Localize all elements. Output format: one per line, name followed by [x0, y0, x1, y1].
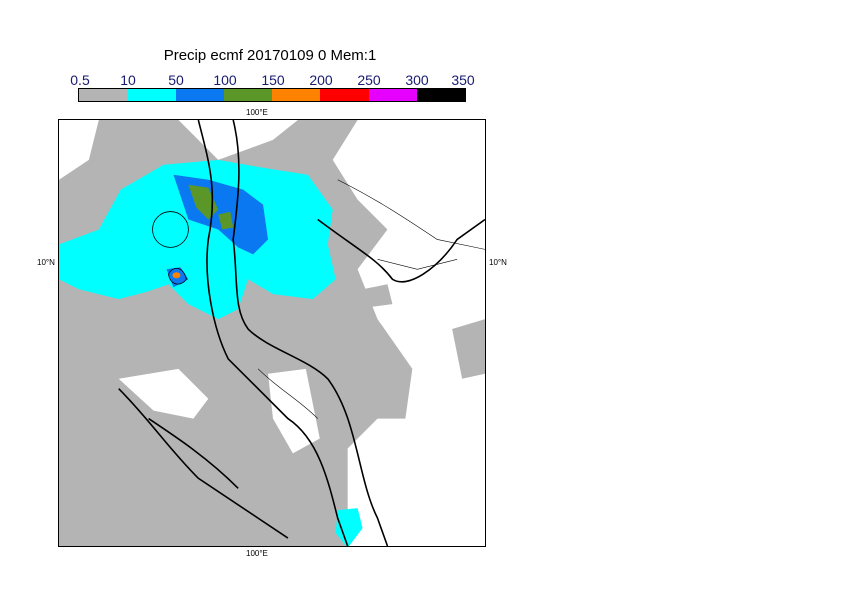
- legend-tick-label: 0.5: [70, 72, 90, 88]
- lon-label-bottom: 100°E: [246, 549, 268, 558]
- coastlines: [118, 120, 485, 546]
- lat-label-left: 10°N: [37, 258, 55, 267]
- legend-swatch-5: [320, 89, 369, 101]
- contours: [152, 211, 189, 285]
- legend-tick-label: 50: [168, 72, 184, 88]
- color-legend: [78, 88, 466, 102]
- legend-swatch-7: [416, 89, 465, 101]
- legend-swatch-4: [272, 89, 321, 101]
- precip-map: [58, 119, 486, 547]
- legend-tick-label: 100: [213, 72, 237, 88]
- legend-tick-label: 350: [451, 72, 475, 88]
- legend-tick-label: 300: [405, 72, 429, 88]
- legend-tick-label: 150: [261, 72, 285, 88]
- precip-band-10: [59, 159, 363, 546]
- legend-swatch-1: [127, 89, 176, 101]
- legend-tick-label: 200: [309, 72, 333, 88]
- precip-band-150: [172, 272, 181, 279]
- legend-swatch-6: [368, 89, 417, 101]
- map-title: Precip ecmf 20170109 0 Mem:1: [163, 47, 377, 64]
- legend-swatch-0: [79, 89, 128, 101]
- legend-swatch-3: [223, 89, 272, 101]
- legend-tick-label: 10: [120, 72, 136, 88]
- legend-tick-label: 250: [357, 72, 381, 88]
- borders: [257, 179, 485, 419]
- lon-label-top: 100°E: [246, 108, 268, 117]
- precip-band-100: [188, 184, 234, 230]
- legend-swatch-2: [175, 89, 224, 101]
- sea-gaps: [59, 120, 320, 454]
- lat-label-right: 10°N: [489, 258, 507, 267]
